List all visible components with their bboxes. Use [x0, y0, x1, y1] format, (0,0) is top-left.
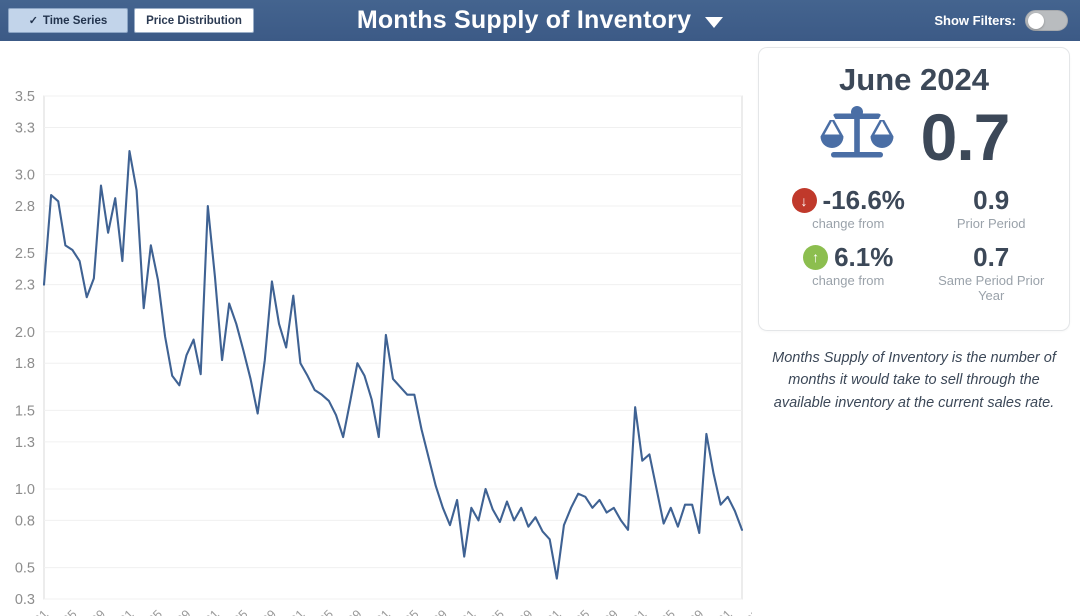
compare-value: 0.9 — [973, 185, 1010, 215]
svg-text:0.3: 0.3 — [15, 592, 35, 608]
show-filters-toggle[interactable] — [1025, 10, 1068, 31]
tab-price-distribution[interactable]: Price Distribution — [134, 8, 254, 33]
stat-row-prior-period: ↓ -16.6% change from 0.9 Prior Period — [771, 185, 1057, 232]
kpi-value: 0.7 — [920, 100, 1011, 175]
metric-description: Months Supply of Inventory is the number… — [772, 349, 1056, 411]
chevron-down-icon[interactable] — [705, 16, 724, 28]
stat-change-prior-year: ↑ 6.1% change from — [771, 242, 925, 289]
svg-text:3.5: 3.5 — [15, 89, 35, 105]
stat-compare-prior-period: 0.9 Prior Period — [925, 185, 1057, 232]
svg-text:2.3: 2.3 — [15, 278, 35, 294]
svg-text:2.5: 2.5 — [15, 246, 35, 262]
tab-time-series[interactable]: ✓ Time Series — [8, 8, 128, 33]
svg-text:2.0: 2.0 — [15, 325, 35, 341]
compare-label: Prior Period — [956, 216, 1026, 231]
stat-compare-prior-year: 0.7 Same Period Prior Year — [925, 242, 1057, 304]
kpi-period: June 2024 — [839, 62, 989, 97]
svg-text:2016-01: 2016-01 — [9, 607, 51, 616]
main-body: 3.5 3.3 3.0 2.8 2.5 2.3 2.0 1.8 1.5 1.3 1.0 0.8 0.5 0… — [0, 41, 1080, 616]
stat-row-prior-year: ↑ 6.1% change from 0.7 Same Period Prior… — [771, 242, 1057, 304]
svg-text:3.3: 3.3 — [15, 120, 35, 136]
check-icon: ✓ — [28, 15, 38, 27]
page-title: Months Supply of Inventory — [356, 6, 692, 34]
arrow-up-icon: ↑ — [803, 244, 829, 270]
kpi-card: June 2024 — [758, 47, 1070, 331]
show-filters-group: Show Filters: — [934, 10, 1068, 31]
svg-text:1.5: 1.5 — [15, 403, 35, 419]
time-series-chart[interactable]: 3.5 3.3 3.0 2.8 2.5 2.3 2.0 1.8 1.5 1.3 1.0 0.8 0.5 0… — [0, 41, 752, 616]
change-line: ↓ -16.6% — [771, 185, 925, 216]
chart-svg: 3.5 3.3 3.0 2.8 2.5 2.3 2.0 1.8 1.5 1.3 1.0 0.8 0.5 0… — [9, 89, 752, 616]
tab-time-series-label: Time Series — [42, 14, 108, 27]
svg-text:1.3: 1.3 — [15, 435, 35, 451]
svg-text:2.8: 2.8 — [15, 199, 35, 215]
arrow-down-icon: ↓ — [791, 188, 817, 213]
toggle-knob — [1028, 12, 1044, 29]
compare-value: 0.7 — [973, 241, 1010, 272]
svg-text:0.8: 0.8 — [15, 513, 35, 529]
change-percent: 6.1% — [834, 241, 894, 272]
kpi-main-row: 0.7 — [771, 104, 1057, 171]
show-filters-label: Show Filters: — [934, 13, 1016, 28]
change-line: ↑ 6.1% — [771, 242, 925, 273]
change-caption: change from — [812, 272, 885, 288]
balance-scales-icon — [819, 104, 895, 171]
view-tabs: ✓ Time Series Price Distribution — [0, 8, 254, 33]
change-caption: change from — [812, 216, 885, 231]
app-header: ✓ Time Series Price Distribution Months … — [0, 0, 1080, 41]
change-percent: -16.6% — [822, 185, 905, 215]
svg-text:1.8: 1.8 — [15, 356, 35, 372]
tab-price-distribution-label: Price Distribution — [146, 14, 242, 27]
summary-panel: June 2024 — [752, 41, 1080, 616]
svg-text:1.0: 1.0 — [15, 482, 35, 498]
compare-label: Same Period Prior Year — [938, 272, 1045, 303]
svg-text:3.0: 3.0 — [15, 168, 35, 184]
svg-text:0.5: 0.5 — [15, 561, 35, 577]
stat-change-prior-period: ↓ -16.6% change from — [771, 185, 925, 232]
